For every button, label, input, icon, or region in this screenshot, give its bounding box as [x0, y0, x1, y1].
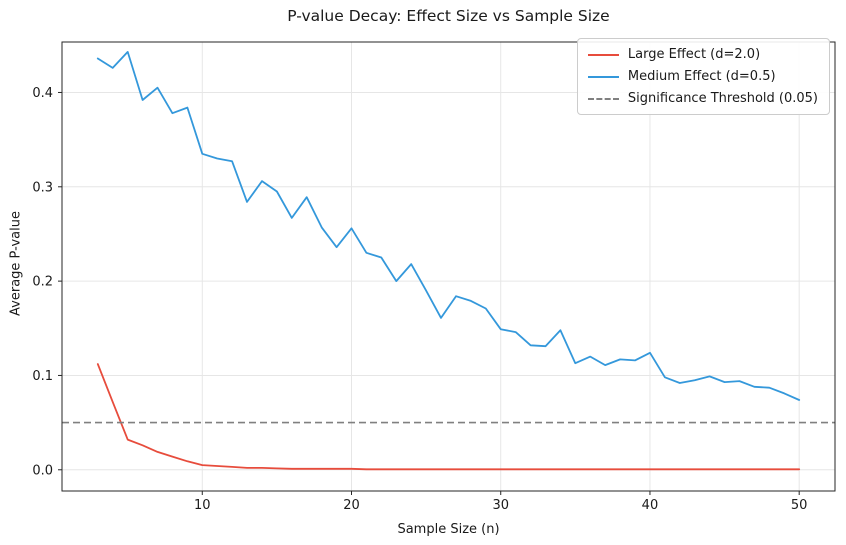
legend-item-label: Large Effect (d=2.0)	[627, 47, 761, 62]
y-tick-label: 0.0	[32, 463, 53, 478]
y-axis-label: Average P-value	[8, 211, 24, 316]
x-tick-label: 40	[642, 498, 659, 513]
x-tick-label: 10	[194, 498, 211, 513]
legend-item-large-effect: Large Effect (d=2.0)	[587, 46, 818, 63]
legend-item-medium-effect: Medium Effect (d=0.5)	[587, 68, 818, 85]
y-tick-label: 0.4	[32, 86, 53, 101]
chart-title: P-value Decay: Effect Size vs Sample Siz…	[287, 7, 610, 25]
legend-item-significance-threshold: Significance Threshold (0.05)	[587, 90, 818, 107]
legend-line-swatch-solid-blue	[587, 75, 619, 78]
x-tick-label: 20	[343, 498, 360, 513]
x-axis-label: Sample Size (n)	[397, 522, 500, 537]
y-tick-label: 0.3	[32, 180, 53, 195]
series-line-large-effect-d-2-0	[96, 363, 801, 471]
x-tick-label: 30	[492, 498, 509, 513]
legend: Large Effect (d=2.0) Medium Effect (d=0.…	[576, 38, 830, 115]
x-tick-label: 50	[791, 498, 808, 513]
axes-spines	[61, 41, 836, 492]
y-tick-label: 0.2	[32, 275, 53, 290]
legend-line-swatch-solid-red	[587, 53, 619, 56]
series-line-medium-effect-d-0-5	[96, 51, 801, 401]
y-tick-label: 0.1	[32, 369, 53, 384]
legend-item-label: Significance Threshold (0.05)	[627, 91, 818, 106]
legend-item-label: Medium Effect (d=0.5)	[627, 69, 776, 84]
legend-line-swatch-dashed-gray	[587, 97, 619, 100]
